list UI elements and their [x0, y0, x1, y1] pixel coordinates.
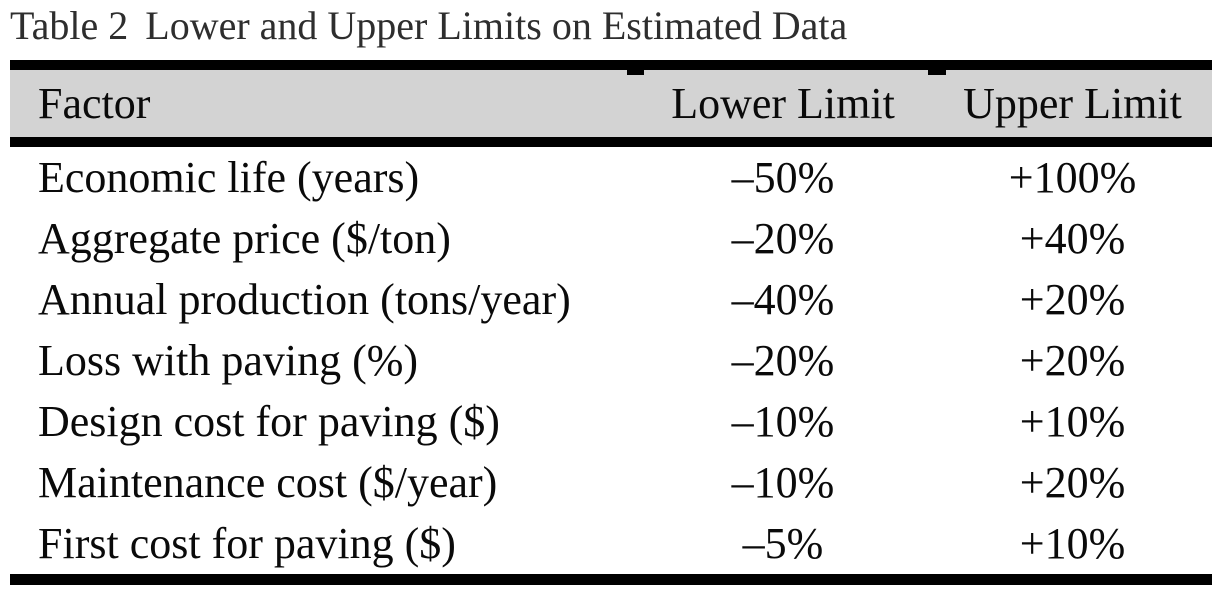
table-header-row: Factor Lower Limit Upper Limit: [10, 70, 1212, 137]
factor-cell: Annual production (tons/year): [38, 275, 571, 324]
factor-cell: Aggregate price ($/ton): [38, 214, 451, 263]
column-divider-notch: [928, 70, 946, 75]
table-row: Economic life (years) –50% +100%: [10, 147, 1212, 208]
table-body: Economic life (years) –50% +100% Aggrega…: [10, 147, 1212, 574]
factor-cell: First cost for paving ($): [38, 519, 456, 568]
table-caption: Table 2 Lower and Upper Limits on Estimat…: [10, 0, 847, 52]
factor-cell: Design cost for paving ($): [38, 397, 500, 446]
upper-limit-cell: +20%: [1019, 458, 1126, 507]
lower-limit-cell: –10%: [731, 458, 835, 507]
upper-limit-cell: +40%: [1019, 214, 1126, 263]
upper-limit-cell: +20%: [1019, 275, 1126, 324]
table-caption-number: Table 2: [10, 3, 129, 48]
lower-limit-cell: –40%: [731, 275, 835, 324]
upper-limit-cell: +100%: [1008, 153, 1137, 202]
table-row: Annual production (tons/year) –40% +20%: [10, 269, 1212, 330]
table-caption-title: Lower and Upper Limits on Estimated Data: [145, 3, 848, 48]
column-divider-notch: [627, 70, 644, 75]
table-row: Maintenance cost ($/year) –10% +20%: [10, 452, 1212, 513]
table-row: First cost for paving ($) –5% +10%: [10, 513, 1212, 574]
factor-cell: Maintenance cost ($/year): [38, 458, 498, 507]
upper-limit-cell: +10%: [1019, 519, 1126, 568]
column-header-upper-limit: Upper Limit: [963, 79, 1182, 128]
lower-limit-cell: –20%: [731, 336, 835, 385]
table-header-rule: [10, 137, 1212, 147]
factor-cell: Economic life (years): [38, 153, 420, 202]
upper-limit-cell: +10%: [1019, 397, 1126, 446]
column-header-factor: Factor: [38, 79, 151, 128]
table-top-rule: [10, 60, 1212, 70]
lower-limit-cell: –5%: [742, 519, 824, 568]
upper-limit-cell: +20%: [1019, 336, 1126, 385]
data-table: Factor Lower Limit Upper Limit Economic …: [10, 60, 1212, 585]
factor-cell: Loss with paving (%): [38, 336, 419, 385]
table-row: Design cost for paving ($) –10% +10%: [10, 391, 1212, 452]
column-header-lower-limit: Lower Limit: [671, 79, 895, 128]
lower-limit-cell: –10%: [731, 397, 835, 446]
table-row: Aggregate price ($/ton) –20% +40%: [10, 208, 1212, 269]
lower-limit-cell: –50%: [731, 153, 835, 202]
table-bottom-rule: [10, 574, 1212, 585]
table-row: Loss with paving (%) –20% +20%: [10, 330, 1212, 391]
lower-limit-cell: –20%: [731, 214, 835, 263]
